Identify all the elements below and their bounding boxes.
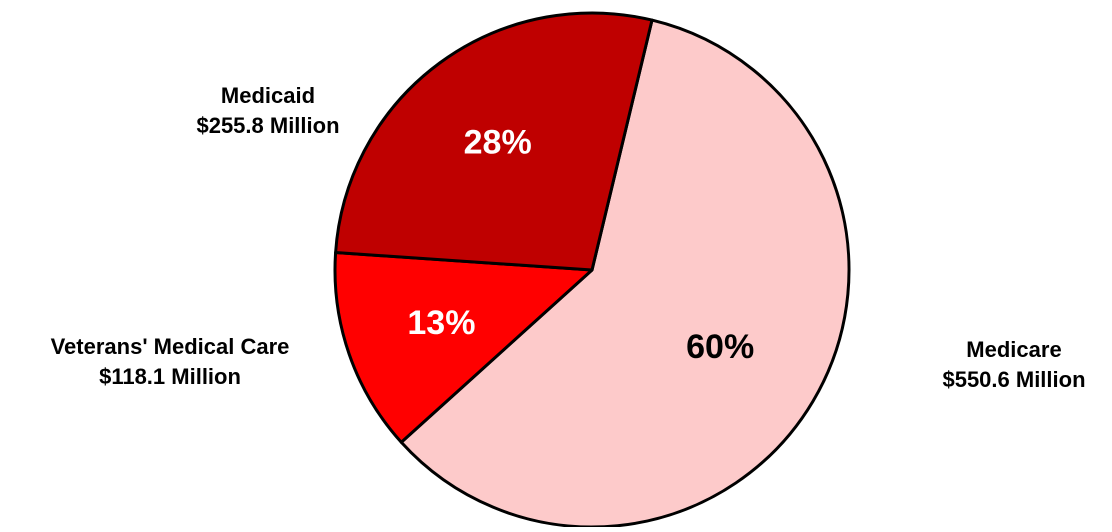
slice-amount-medicaid: $255.8 Million	[196, 113, 339, 138]
percent-labels-layer: 60% 13% 28%	[407, 124, 754, 367]
outer-labels-layer: Medicare $550.6 Million Veterans' Medical …	[51, 83, 1086, 392]
slice-amount-medicare: $550.6 Million	[942, 367, 1085, 392]
slices-layer	[333, 11, 851, 529]
pie-slice-medicaid	[334, 11, 654, 272]
slice-name-medicare: Medicare	[966, 337, 1061, 362]
pie-slice-veterans-medical-care	[333, 251, 594, 444]
slice-name-veterans-medical-care: Veterans' Medical Care	[51, 334, 290, 359]
percent-label-veterans-medical-care: 13%	[407, 304, 475, 342]
pie-slice-medicare	[399, 18, 851, 529]
slice-amount-veterans-medical-care: $118.1 Million	[99, 364, 241, 389]
slice-name-medicaid: Medicaid	[221, 83, 315, 108]
percent-label-medicare: 60%	[686, 328, 754, 366]
percent-label-medicaid: 28%	[464, 124, 532, 162]
